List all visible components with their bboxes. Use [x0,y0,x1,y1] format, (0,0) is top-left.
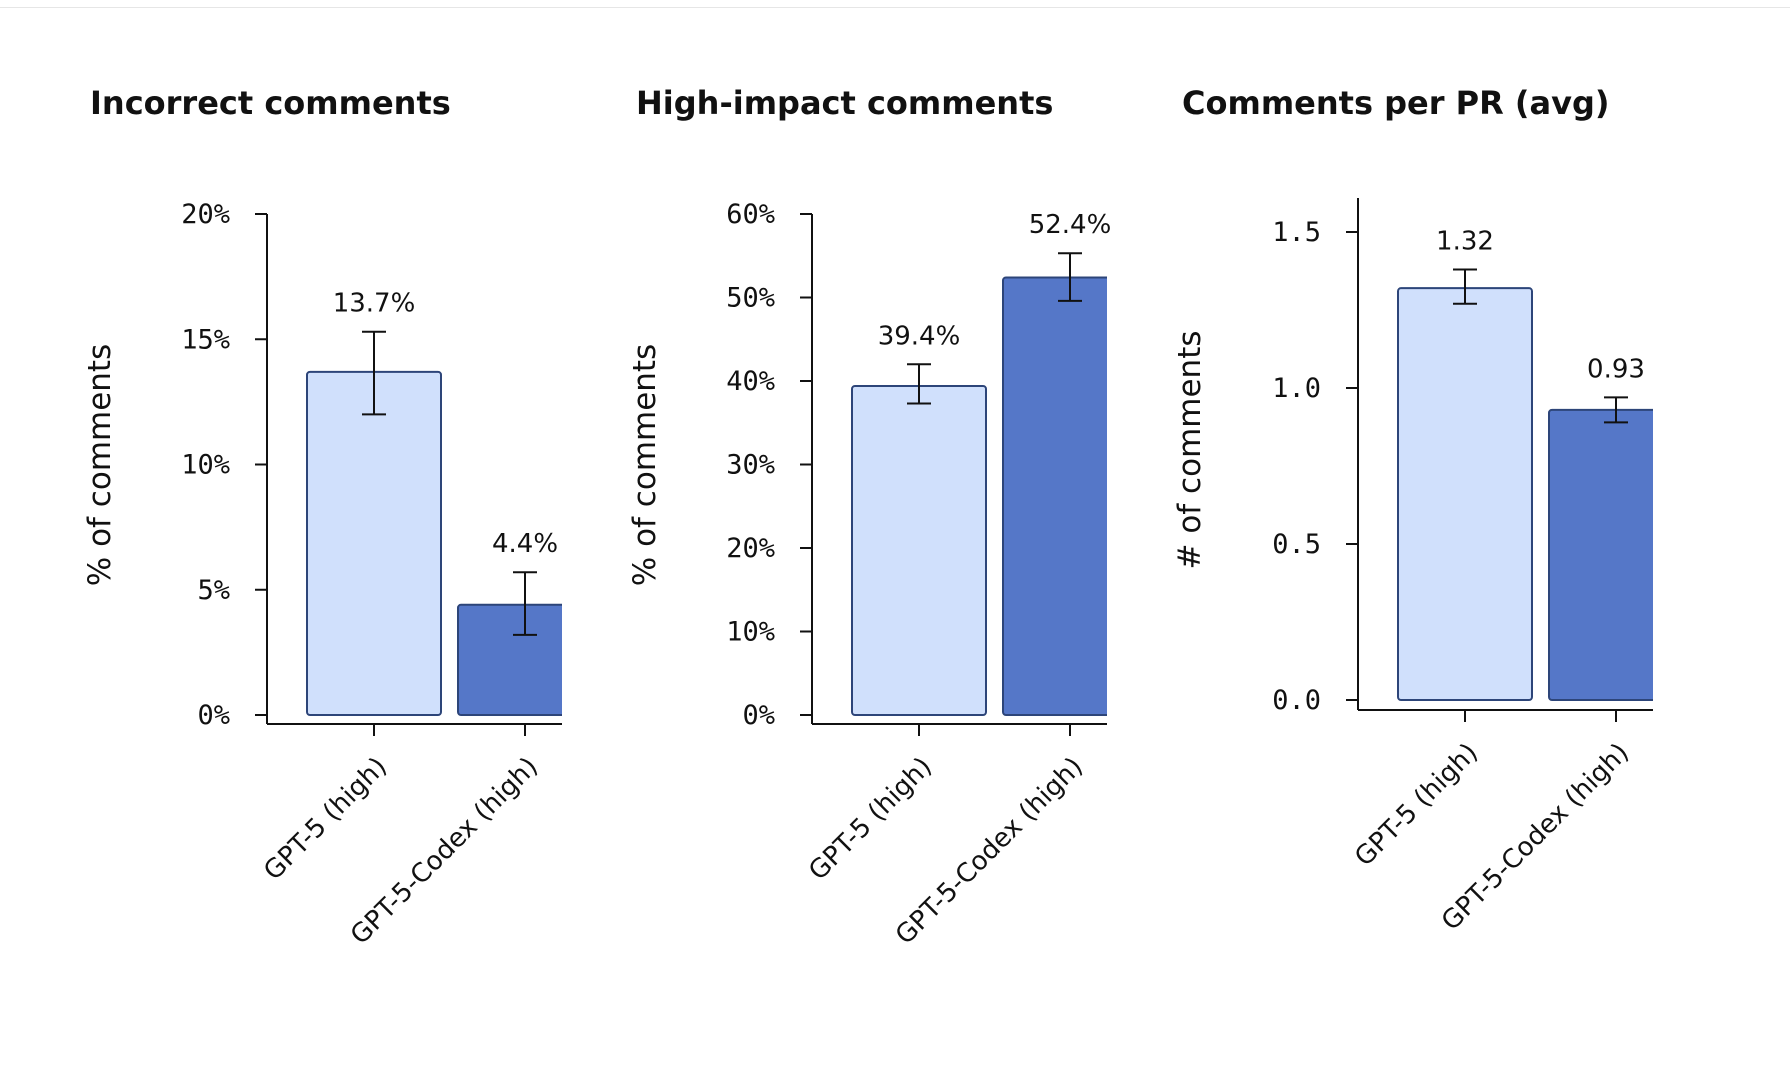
y-tick-label: 0.5 [1272,529,1321,560]
y-tick-label: 50% [726,283,775,314]
value-label: 52.4% [1029,210,1112,240]
y-tick-label: 60% [726,199,775,230]
y-tick-label: 30% [726,450,775,481]
y-tick-label: 1.5 [1272,217,1321,248]
bar [306,370,442,716]
y-tick-label: 40% [726,366,775,397]
bar [851,385,987,716]
y-tick-label: 0% [742,700,775,731]
y-tick-label: 10% [726,617,775,648]
x-tick-label: GPT-5 (high) [258,752,393,887]
value-label: 13.7% [333,289,416,319]
x-tick-label: GPT-5 (high) [1349,738,1484,873]
y-axis-label: % of comments [82,344,118,586]
value-label: 1.32 [1436,226,1494,256]
bars-group [851,276,1107,716]
bar [1548,408,1653,701]
y-axis-label: # of comments [1172,331,1208,570]
y-tick-label: 5% [197,575,230,606]
y-tick-label: 20% [726,533,775,564]
bar [1002,276,1107,716]
x-tick-label: GPT-5 (high) [803,752,938,887]
y-tick-label: 20% [181,199,230,230]
y-tick-label: 0% [197,700,230,731]
bar [1397,287,1533,701]
y-tick-label: 1.0 [1272,373,1321,404]
y-tick-label: 0.0 [1272,685,1321,716]
value-label: 39.4% [878,321,961,351]
value-label: 0.93 [1587,354,1645,384]
value-label: 4.4% [492,529,558,559]
bars-group [306,370,562,716]
chart-title-incorrect-comments: Incorrect comments [90,84,451,122]
y-tick-label: 10% [181,450,230,481]
top-divider [0,7,1790,8]
chart-title-high-impact-comments: High-impact comments [636,84,1054,122]
bars-group [1397,287,1653,701]
y-tick-label: 15% [181,324,230,355]
y-axis-label: % of comments [627,344,663,586]
chart-title-comments-per-pr: Comments per PR (avg) [1182,84,1610,122]
